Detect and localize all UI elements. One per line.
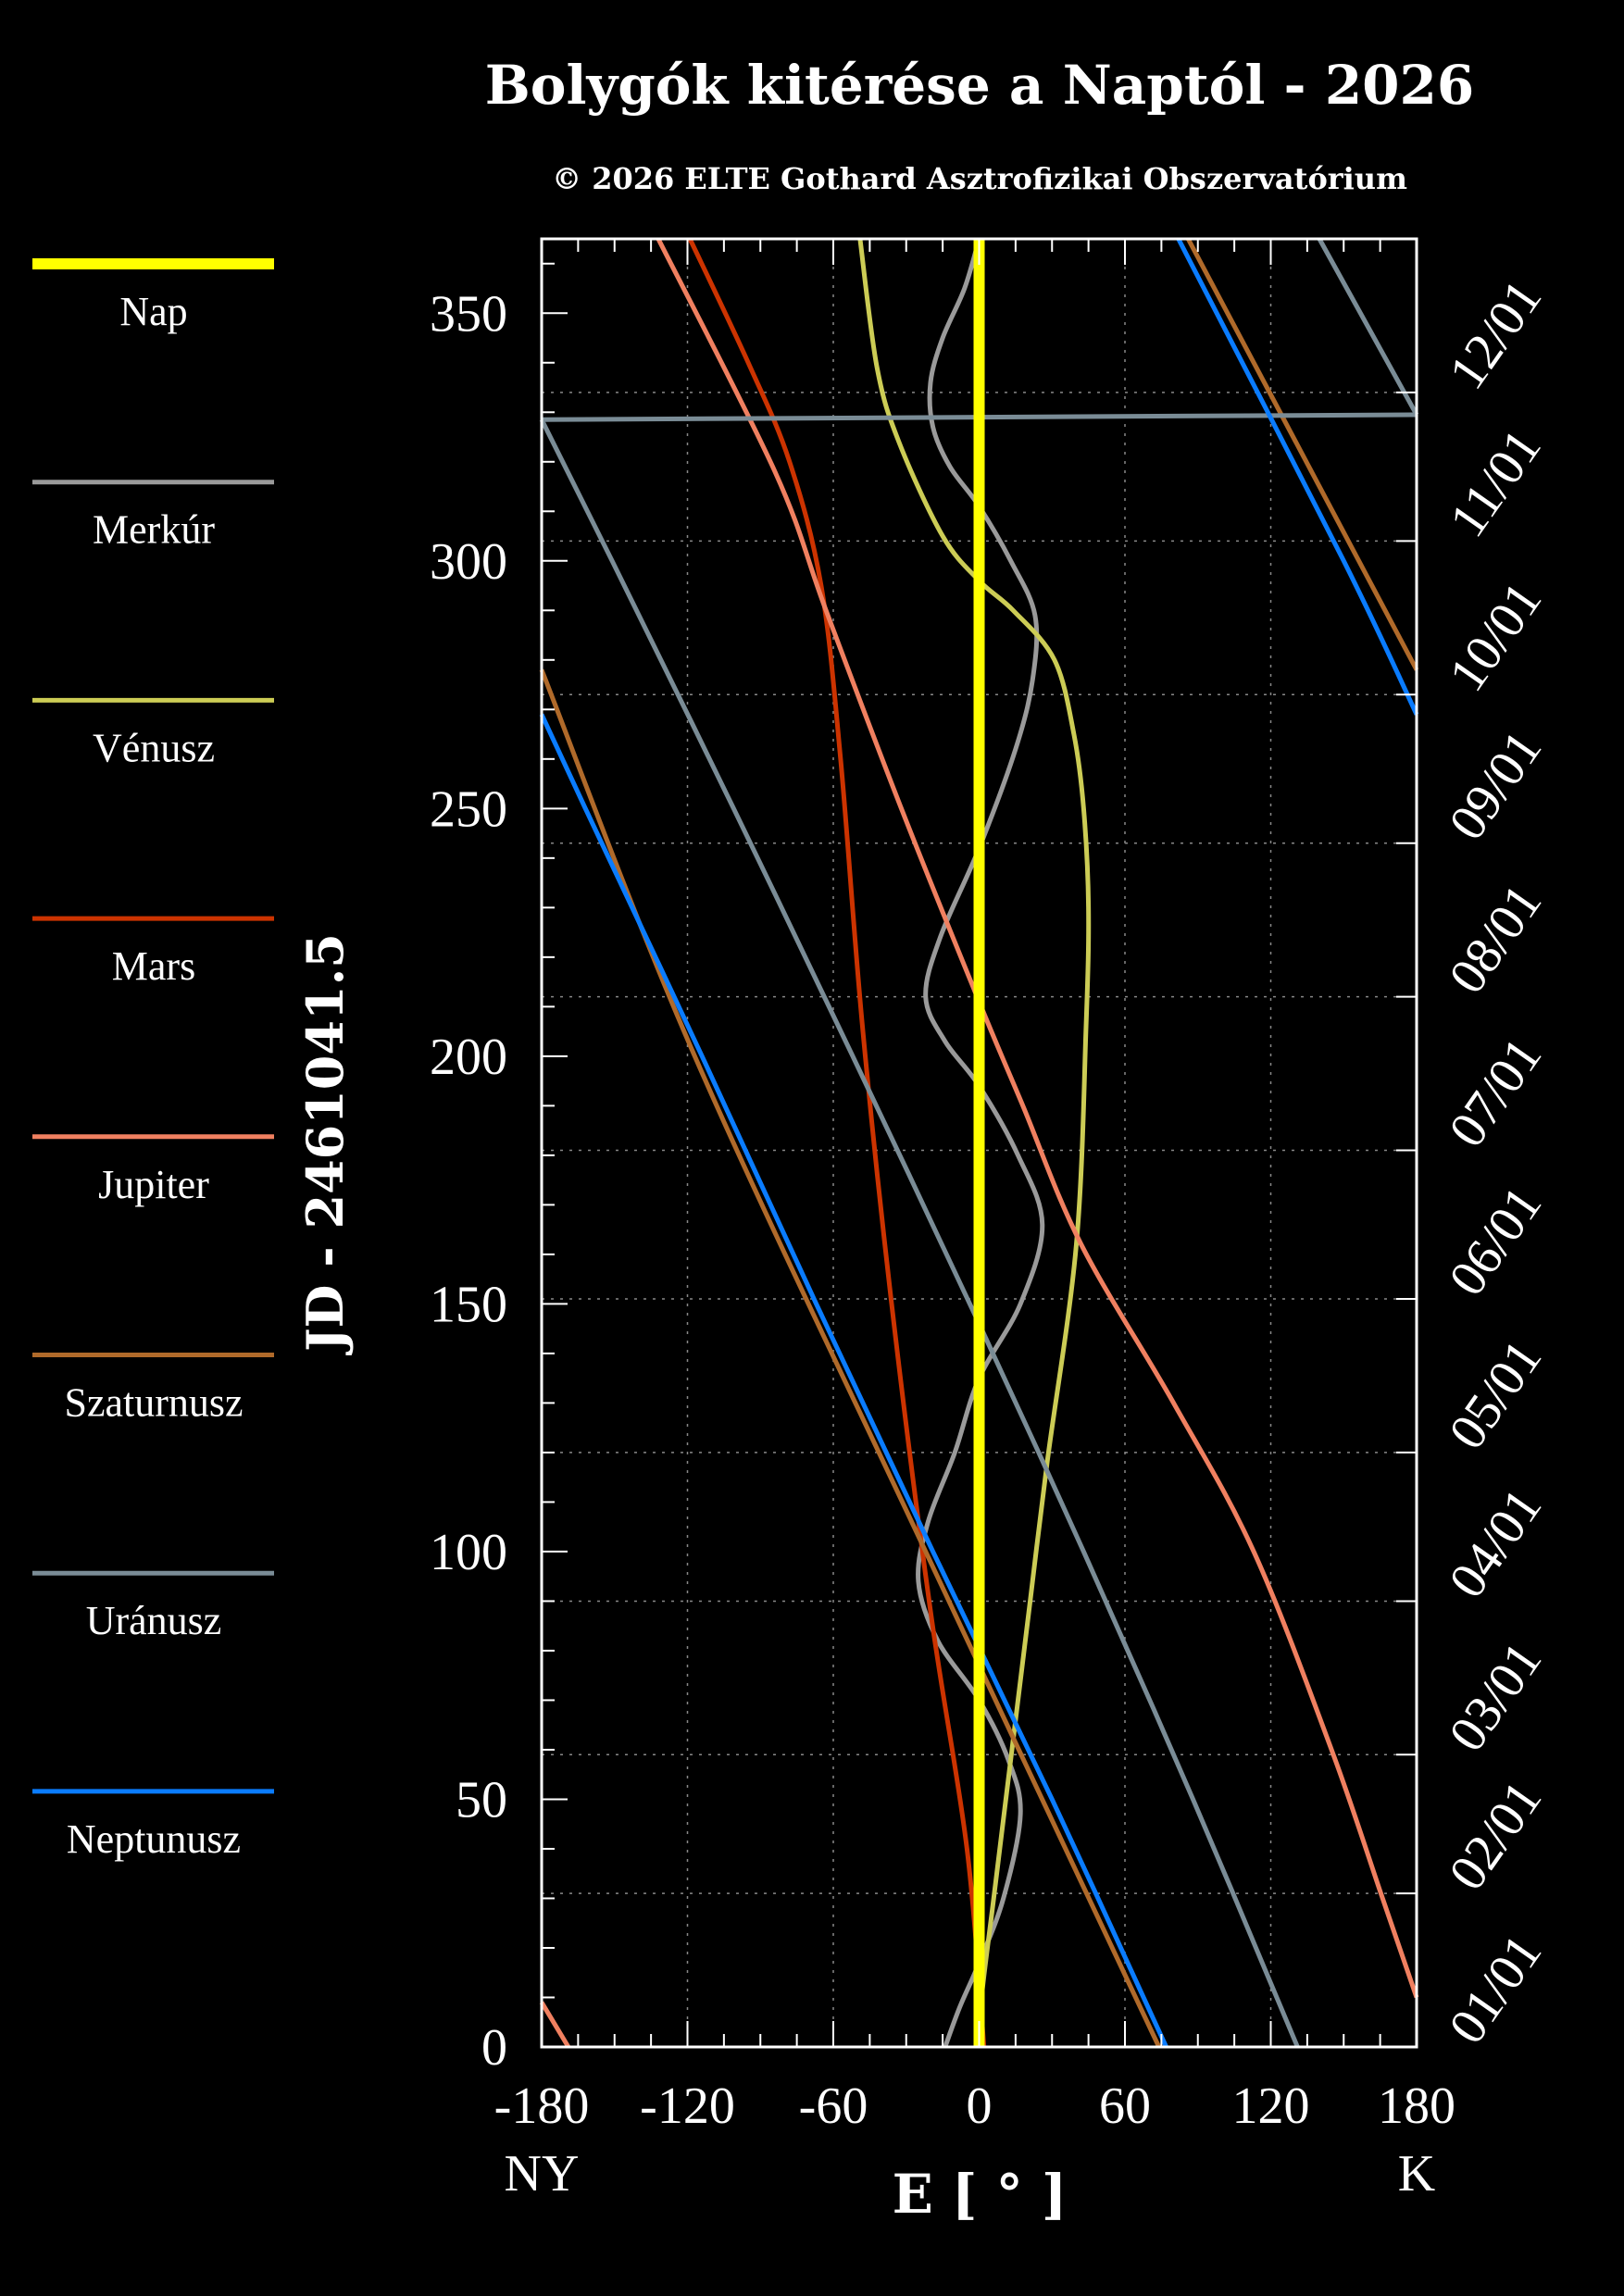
series-jupiter — [539, 237, 1419, 2049]
legend-label: Neptunusz — [67, 1816, 241, 1862]
chart-title: Bolygók kitérése a Naptól - 2026 — [485, 54, 1475, 117]
x-tick-label: 120 — [1232, 2078, 1310, 2135]
series-line — [1186, 237, 1419, 671]
y-tick-label: 50 — [456, 1771, 507, 1828]
x-tick-label: -180 — [494, 2078, 590, 2135]
legend-label: Jupiter — [98, 1162, 209, 1207]
legend-label: Nap — [119, 289, 187, 334]
x-tick-label: -60 — [799, 2078, 868, 2135]
legend-item-nap: Nap — [32, 258, 274, 334]
x-axis-label: E [ ° ] — [893, 2163, 1068, 2226]
legend-label: Merkúr — [93, 507, 215, 553]
y-tick-label: 250 — [430, 780, 507, 838]
series-line — [687, 237, 987, 2048]
legend-item-uránusz: Uránusz — [32, 1570, 274, 1643]
legend-item-merkúr: Merkúr — [32, 480, 274, 553]
series-line — [916, 238, 1045, 2048]
series-mars — [687, 237, 987, 2048]
legend: Nap Merkúr Vénusz Mars Jupiter Szaturnusz Urán… — [32, 258, 274, 1862]
y-axis-label: JD - 2461041.5 — [295, 933, 355, 1355]
x-tick-label: 0 — [967, 2078, 993, 2135]
series-merkúr — [916, 238, 1045, 2048]
series-line — [539, 418, 1300, 2048]
series-szaturnusz — [539, 237, 1419, 2049]
chart-subtitle: © 2026 ELTE Gothard Asztrofizikai Obszer… — [552, 161, 1407, 196]
series-line — [539, 713, 1168, 2049]
series-vénusz — [857, 238, 1092, 2048]
legend-label: Mars — [112, 943, 195, 989]
legend-label: Vénusz — [93, 725, 215, 770]
y-tick-label: 100 — [430, 1524, 507, 1581]
x-tick-label: 180 — [1378, 2078, 1455, 2135]
legend-item-mars: Mars — [32, 916, 274, 989]
x-right-label-east: K — [1398, 2145, 1435, 2202]
legend-item-vénusz: Vénusz — [32, 697, 274, 770]
legend-label: Szaturnusz — [64, 1380, 243, 1426]
x-left-label-west: NY — [505, 2145, 580, 2202]
series-line — [1176, 237, 1419, 716]
series-line — [857, 238, 1092, 2048]
y-tick-label: 0 — [481, 2019, 507, 2077]
series-line — [539, 2001, 571, 2049]
y-tick-label: 350 — [430, 285, 507, 343]
y-tick-label: 300 — [430, 533, 507, 591]
x-tick-label: -120 — [640, 2078, 735, 2135]
legend-item-neptunusz: Neptunusz — [32, 1789, 274, 1862]
legend-item-szaturnusz: Szaturnusz — [32, 1353, 274, 1426]
legend-label: Uránusz — [86, 1598, 222, 1643]
legend-item-jupiter: Jupiter — [32, 1134, 274, 1207]
y-tick-label: 150 — [430, 1276, 507, 1333]
series-line — [656, 237, 1419, 1999]
series-line — [539, 668, 1162, 2049]
y-tick-label: 200 — [430, 1029, 507, 1086]
x-tick-label: 60 — [1099, 2078, 1151, 2135]
series-line — [1317, 237, 1419, 417]
series-curves — [539, 237, 1419, 2049]
series-neptunusz — [539, 237, 1419, 2049]
